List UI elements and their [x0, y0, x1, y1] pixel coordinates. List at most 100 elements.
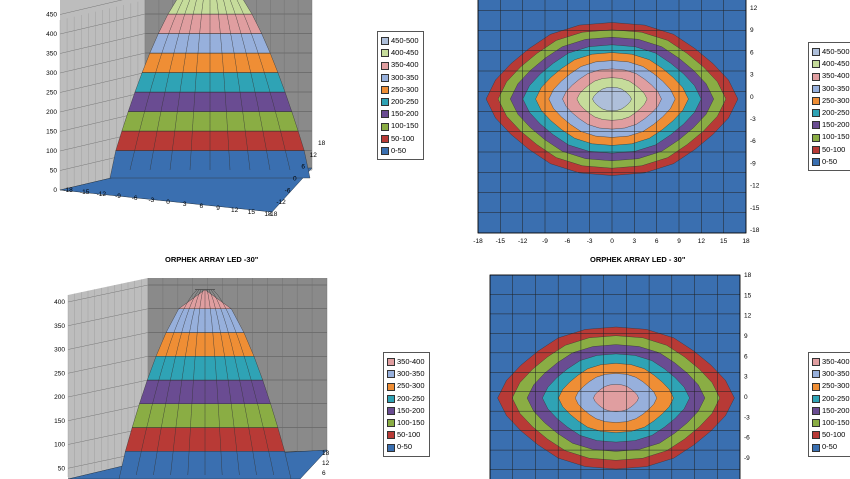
legend-label: 150-200: [391, 109, 419, 119]
legend-label: 100-150: [822, 418, 850, 428]
legend-item: 0-50: [812, 156, 850, 168]
z-tick-label: 150: [54, 418, 65, 425]
mesh-line: [153, 289, 200, 476]
legend-item: 350-400: [381, 59, 419, 71]
z-tick-label: 350: [54, 323, 65, 330]
legend-label: 350-400: [822, 71, 850, 81]
legend-label: 300-350: [822, 369, 850, 379]
legend-item: 100-150: [387, 417, 425, 429]
legend-swatch: [812, 157, 820, 166]
legend-label: 200-250: [822, 393, 850, 403]
legend-swatch: [381, 134, 389, 143]
z-tick-label: 400: [54, 299, 65, 306]
y-tick-label: 18: [318, 140, 326, 147]
legend-swatch: [387, 431, 395, 440]
legend-label: 300-350: [822, 83, 850, 93]
x-tick-label: 12: [231, 207, 239, 214]
legend-item: 350-400: [812, 70, 850, 82]
x-tick-label: -12: [97, 191, 107, 198]
z-tick-label: 300: [54, 347, 65, 354]
legend-item: 250-300: [387, 380, 425, 392]
legend-label: 300-350: [397, 369, 425, 379]
legend-swatch: [812, 394, 820, 403]
mesh-line: [129, 0, 184, 171]
surface-plot-bottom: 50 100 150 200 250 300 350 400 18 12 6: [54, 278, 330, 479]
legend-swatch: [387, 406, 395, 415]
z-tick-label: 50: [58, 465, 66, 472]
x-tick-label: 12: [698, 238, 706, 245]
y-tick-label: 12: [310, 152, 318, 159]
legend-item: 450-500: [381, 35, 419, 47]
legend-label: 350-400: [397, 357, 425, 366]
z-tick-label: 0: [53, 187, 57, 194]
legend-swatch: [812, 419, 820, 428]
legend-swatch: [381, 37, 389, 46]
legend-item: 50-100: [387, 429, 425, 441]
y-tick-label: -15: [750, 205, 760, 212]
legend-label: 250-300: [391, 84, 419, 94]
z-tick-label: 250: [54, 370, 65, 377]
legend-item: 450-500: [812, 46, 850, 58]
legend-item: 150-200: [812, 405, 850, 417]
legend-swatch: [812, 443, 820, 452]
legend-swatch: [812, 96, 820, 105]
legend-item: 50-100: [812, 144, 850, 156]
legend-swatch: [812, 431, 820, 440]
legend-swatch: [812, 145, 820, 154]
legend-label: 0-50: [822, 156, 838, 166]
legend-swatch: [812, 133, 820, 142]
legend-item: 50-100: [812, 429, 850, 441]
contour-chart-top: -18 -15 -12 -9 -6 -3 0 3 6 9 12 15 18 12 9 6 3 0 -3 -6 -9 -12…: [440, 0, 760, 250]
x-tick-label: 0: [166, 199, 170, 206]
legend-label: 250-300: [397, 381, 425, 391]
y-tick-label: 6: [301, 164, 305, 171]
x-tick-label: -3: [587, 238, 593, 245]
x-tick-label: -6: [564, 238, 570, 245]
mesh-line: [206, 289, 223, 476]
legend-swatch: [387, 443, 395, 452]
z-tick-label: 300: [46, 70, 57, 77]
legend-swatch: [387, 382, 395, 391]
legend-label: 50-100: [397, 430, 421, 440]
legend-item: 300-350: [812, 368, 850, 380]
legend-label: 150-200: [822, 405, 850, 415]
contour-chart-bottom: 18 15 12 9 6 3 0 -3 -6 -9: [440, 265, 760, 479]
x-tick-label: 9: [677, 238, 681, 245]
legend-swatch: [812, 109, 820, 118]
legend-swatch: [381, 98, 389, 107]
y-tick-label: -12: [276, 199, 286, 206]
surface-chart-bottom: 50 100 150 200 250 300 350 400 18 12 6: [0, 265, 370, 479]
legend-label: 50-100: [822, 144, 846, 154]
legend-swatch: [381, 122, 389, 131]
legend-label: 350-400: [391, 60, 419, 70]
chart-title-bottom-right: ORPHEK ARRAY LED - 30": [590, 255, 686, 264]
legend-swatch: [387, 358, 395, 367]
z-tick-label: 400: [46, 31, 57, 38]
legend-label: 100-150: [397, 418, 425, 428]
y-tick-label: -18: [750, 227, 760, 234]
x-tick-label: -9: [542, 238, 548, 245]
legend-label: 200-250: [391, 97, 419, 107]
y-tick-label: 6: [750, 49, 754, 56]
mesh-line: [210, 289, 257, 476]
plot-border: [489, 274, 741, 479]
y-tick-label: -6: [744, 435, 750, 442]
legend-label: 150-200: [397, 405, 425, 415]
legend-label: 450-500: [391, 36, 419, 45]
legend-item: 150-200: [812, 119, 850, 131]
legend-label: 150-200: [822, 120, 850, 130]
mesh-line: [216, 0, 231, 171]
legend-item: 350-400: [387, 356, 425, 368]
x-tick-label: 6: [655, 238, 659, 245]
y-tick-label: -18: [268, 211, 278, 218]
x-tick-label: -6: [132, 195, 138, 202]
x-tick-label: 15: [248, 209, 256, 216]
z-tick-label: 100: [54, 442, 65, 449]
legend-item: 150-200: [381, 108, 419, 120]
x-tick-label: 9: [216, 205, 220, 212]
legend-label: 50-100: [391, 133, 415, 143]
y-tick-label: 12: [322, 460, 330, 467]
mesh-line: [149, 0, 190, 171]
legend-item: 400-450: [812, 58, 850, 70]
